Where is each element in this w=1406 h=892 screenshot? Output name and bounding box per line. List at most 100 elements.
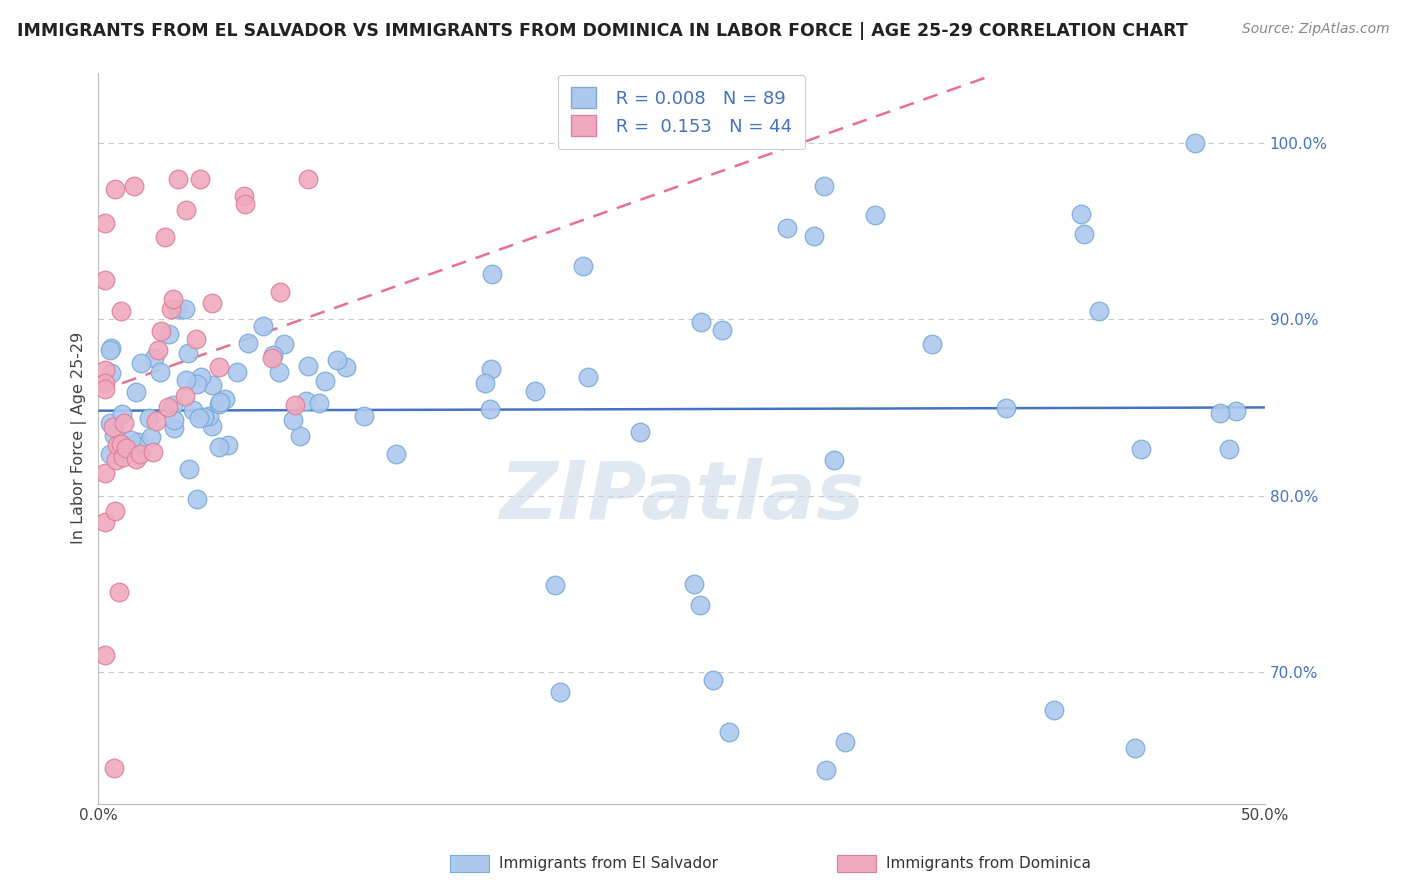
Point <box>101 419 124 434</box>
Point <box>174 302 197 317</box>
Point <box>803 228 825 243</box>
Point <box>174 373 197 387</box>
Point <box>94 376 117 390</box>
Point <box>94 648 117 662</box>
Point <box>186 491 208 506</box>
Point <box>226 365 249 379</box>
Legend:  R = 0.008   N = 89,  R =  0.153   N = 44: R = 0.008 N = 89, R = 0.153 N = 44 <box>558 75 806 149</box>
Point <box>921 336 943 351</box>
Point <box>110 437 132 451</box>
Point <box>186 376 208 391</box>
Point <box>1184 136 1206 151</box>
Point <box>214 392 236 406</box>
Point <box>94 382 117 396</box>
Point <box>100 367 122 381</box>
Point <box>238 335 260 350</box>
Point <box>326 353 349 368</box>
Point <box>201 418 224 433</box>
Point <box>114 441 136 455</box>
Point <box>682 576 704 591</box>
Point <box>100 341 122 355</box>
Point <box>98 448 121 462</box>
Point <box>167 171 190 186</box>
Point <box>776 220 799 235</box>
Point <box>188 171 211 186</box>
Point <box>111 407 134 421</box>
Point <box>335 359 357 374</box>
Point <box>94 273 117 287</box>
Point <box>127 435 149 450</box>
Point <box>162 293 184 307</box>
Point <box>297 359 319 373</box>
Point <box>284 398 307 412</box>
Point <box>717 724 740 739</box>
Point <box>200 377 222 392</box>
Point <box>1087 303 1109 318</box>
Point <box>160 301 183 316</box>
Point <box>217 438 239 452</box>
Point <box>524 384 547 398</box>
Point <box>233 197 256 211</box>
Point <box>94 216 117 230</box>
Point <box>108 585 131 599</box>
Point <box>208 359 231 374</box>
Point <box>174 389 197 403</box>
Point <box>104 453 127 467</box>
Point <box>628 425 651 439</box>
Point <box>142 351 165 366</box>
Point <box>689 599 711 613</box>
Point <box>474 376 496 390</box>
Point <box>105 438 128 452</box>
Point <box>120 434 142 448</box>
Point <box>128 447 150 461</box>
Point <box>187 411 209 425</box>
Point <box>174 203 197 218</box>
Point <box>479 401 502 416</box>
Point <box>281 413 304 427</box>
Point <box>994 401 1017 415</box>
Point <box>148 343 170 357</box>
Point <box>193 409 215 424</box>
Point <box>269 285 291 300</box>
Point <box>1073 227 1095 242</box>
Text: Source: ZipAtlas.com: Source: ZipAtlas.com <box>1241 22 1389 37</box>
Point <box>98 416 121 430</box>
Point <box>576 369 599 384</box>
Point <box>1125 740 1147 755</box>
Point <box>1218 442 1240 456</box>
Point <box>103 761 125 775</box>
Point <box>1209 406 1232 420</box>
Point <box>201 295 224 310</box>
Point <box>479 361 502 376</box>
Point <box>162 398 184 412</box>
Point <box>159 326 181 341</box>
Point <box>544 577 567 591</box>
Point <box>308 396 330 410</box>
Point <box>834 734 856 748</box>
Text: ZIPatlas: ZIPatlas <box>499 458 865 536</box>
Point <box>94 515 117 529</box>
Point <box>181 403 204 417</box>
Point <box>815 764 838 778</box>
Point <box>481 267 503 281</box>
Text: Immigrants from El Salvador: Immigrants from El Salvador <box>499 856 718 871</box>
Point <box>110 304 132 318</box>
Point <box>702 673 724 687</box>
Point <box>288 428 311 442</box>
Point <box>863 208 886 222</box>
Point <box>94 466 117 480</box>
Point <box>295 394 318 409</box>
Point <box>190 369 212 384</box>
Point <box>1130 442 1153 456</box>
Point <box>145 414 167 428</box>
Point <box>156 401 179 415</box>
Point <box>813 179 835 194</box>
Point <box>112 450 135 464</box>
Text: IMMIGRANTS FROM EL SALVADOR VS IMMIGRANTS FROM DOMINICA IN LABOR FORCE | AGE 25-: IMMIGRANTS FROM EL SALVADOR VS IMMIGRANT… <box>17 22 1188 40</box>
Point <box>142 444 165 458</box>
Point <box>689 315 711 329</box>
Point <box>548 684 571 698</box>
Point <box>125 452 148 467</box>
Point <box>179 462 201 476</box>
Point <box>184 332 207 346</box>
